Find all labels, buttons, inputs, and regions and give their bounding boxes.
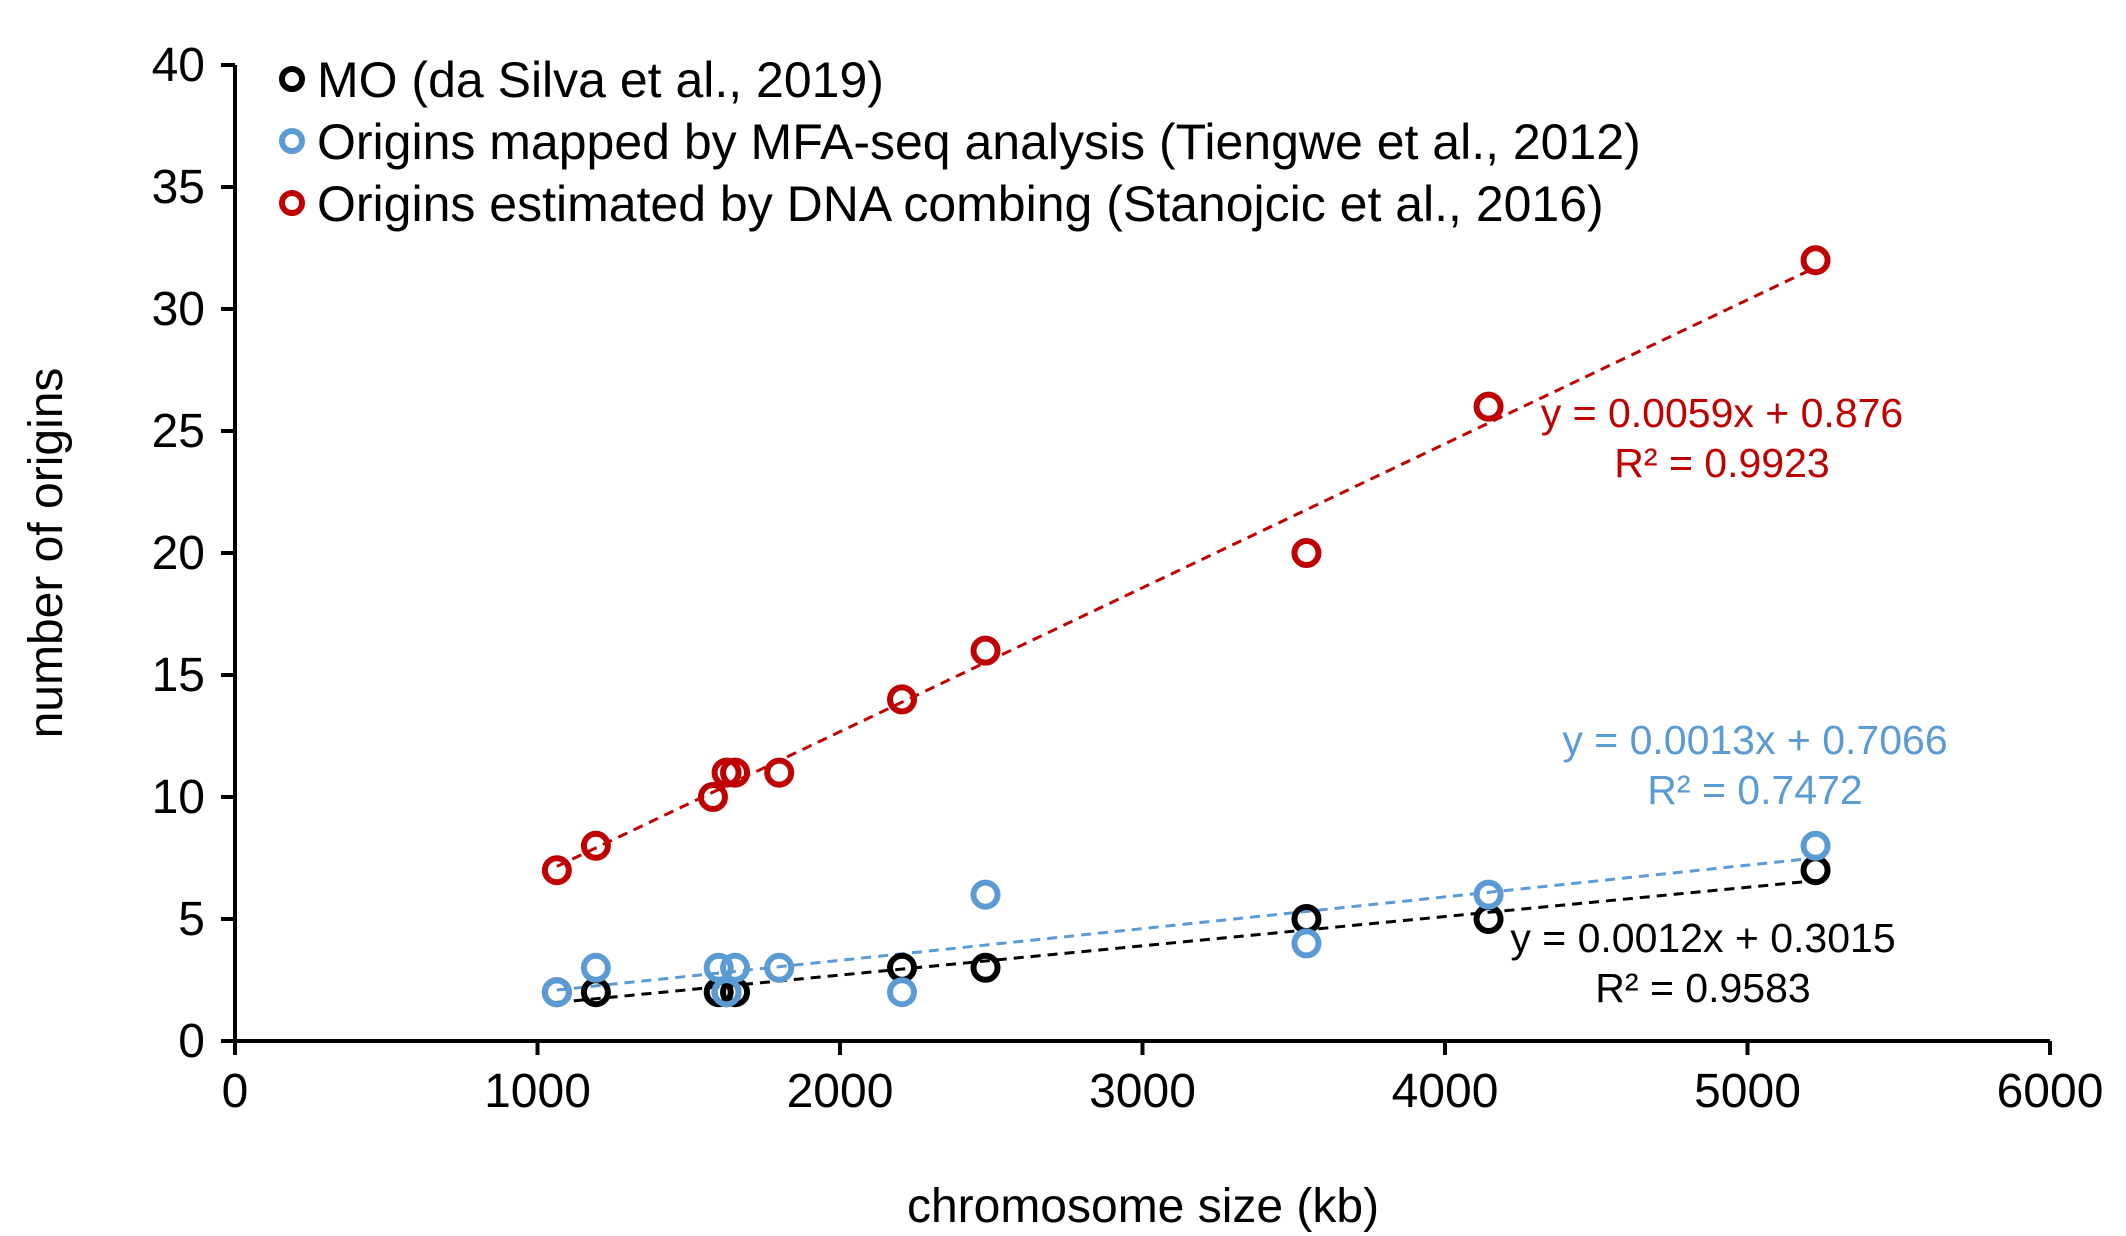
legend-label: MO (da Silva et al., 2019) [317, 52, 884, 108]
data-point-series-1 [580, 977, 611, 1008]
data-point-series-2 [720, 952, 751, 983]
data-point-series-1 [1291, 904, 1322, 934]
data-point-series-3 [764, 757, 795, 788]
trendline-equation: y = 0.0012x + 0.3015 [1510, 915, 1895, 961]
x-tick-label: 6000 [1997, 1065, 2104, 1118]
data-point-series-3 [697, 782, 728, 812]
y-tick-label: 35 [152, 161, 205, 214]
x-tick-label: 3000 [1089, 1065, 1196, 1118]
y-tick-label: 15 [152, 649, 205, 702]
data-point-series-3 [541, 855, 572, 886]
y-tick-label: 10 [152, 771, 205, 824]
y-tick-label: 20 [152, 527, 205, 580]
legend-marker [279, 66, 305, 92]
y-tick-label: 5 [178, 893, 205, 946]
x-tick-label: 4000 [1392, 1065, 1499, 1118]
x-tick-label: 2000 [787, 1065, 894, 1118]
data-point-series-3 [970, 635, 1001, 666]
legend-marker [279, 128, 305, 154]
data-point-series-2 [541, 977, 572, 1008]
x-tick-label: 1000 [484, 1065, 591, 1118]
data-point-series-2 [764, 952, 795, 983]
data-point-series-1 [1800, 855, 1831, 886]
y-tick-label: 30 [152, 283, 205, 336]
data-point-series-3 [1800, 245, 1831, 276]
trendlines [556, 266, 1817, 1004]
data-point-series-2 [1473, 879, 1504, 910]
data-point-series-2 [970, 879, 1001, 910]
legend-label: Origins mapped by MFA-seq analysis (Tien… [317, 114, 1641, 170]
x-tick-label: 0 [222, 1065, 249, 1118]
y-axis-ticks: 0 5 10 15 20 25 30 35 40 [152, 39, 235, 1068]
trendline-equation: y = 0.0059x + 0.876 [1541, 390, 1903, 436]
data-point-series-3 [720, 757, 751, 788]
x-axis-title: chromosome size (kb) [907, 1180, 1379, 1233]
legend: MO (da Silva et al., 2019) Origins mapped… [279, 52, 1641, 232]
trendline-r-squared: R² = 0.9923 [1614, 440, 1829, 486]
data-point-series-3 [580, 830, 611, 861]
data-point-series-2 [1800, 830, 1831, 861]
legend-marker [279, 190, 305, 216]
trendline-series-3 [556, 266, 1817, 868]
y-tick-label: 25 [152, 405, 205, 458]
legend-label: Origins estimated by DNA combing (Stanoj… [317, 176, 1604, 232]
data-point-series-1 [1473, 904, 1504, 934]
x-tick-label: 5000 [1694, 1065, 1801, 1118]
data-point-series-3 [1473, 391, 1504, 422]
trendline-r-squared: R² = 0.7472 [1647, 767, 1862, 813]
data-point-series-3 [887, 684, 918, 715]
data-points [541, 245, 1831, 1008]
trendline-equation: y = 0.0013x + 0.7066 [1562, 717, 1947, 763]
data-point-series-2 [887, 977, 918, 1008]
y-tick-label: 0 [178, 1015, 205, 1068]
trendline-r-squared: R² = 0.9583 [1595, 965, 1810, 1011]
data-point-series-2 [711, 977, 742, 1008]
data-point-series-2 [1291, 928, 1322, 959]
data-point-series-3 [1291, 538, 1322, 568]
x-axis-ticks: 0 1000 2000 3000 4000 5000 6000 [222, 1041, 2104, 1118]
data-point-series-1 [970, 952, 1001, 983]
y-axis-title: number of origins [20, 368, 73, 739]
trendline-series-1 [556, 879, 1816, 1004]
y-tick-label: 40 [152, 39, 205, 92]
data-point-series-2 [580, 952, 611, 983]
data-point-series-1 [887, 952, 918, 983]
